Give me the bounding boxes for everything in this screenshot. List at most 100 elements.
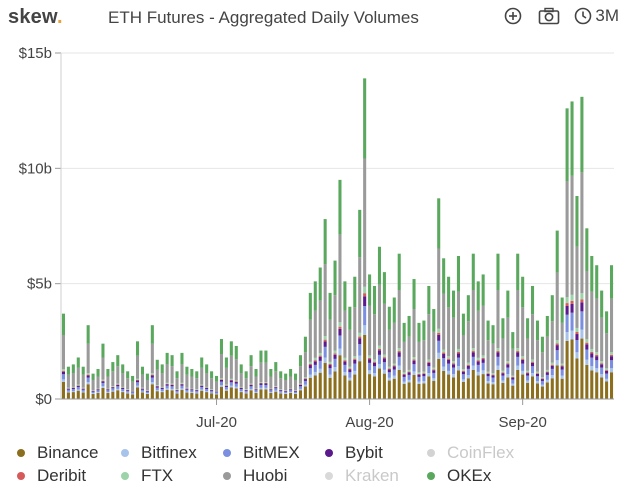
legend-item-bybit[interactable]: Bybit [325,443,383,463]
bar-segment-binance [136,387,140,399]
bar-segment-ftx [540,377,544,379]
bar-segment-bitmex [511,379,515,384]
bar-segment-bitmex [185,389,189,392]
bar-segment-huobi [254,376,258,389]
y-tick-label: $10b [19,160,52,177]
bar-segment-bybit [165,384,169,386]
bar-segment-binance [210,393,214,399]
logo-text: skew [8,6,57,28]
bar-segment-binance [348,380,352,399]
bar-segment-bybit [155,386,159,388]
bar-segment-deribit [501,372,505,374]
bar-segment-bitmex [570,312,574,331]
bar-segment-ftx [442,349,446,353]
legend-item-binance[interactable]: Binance [17,443,98,463]
bar-segment-bitmex [180,385,184,389]
bar-segment-binance [481,374,485,399]
time-range-button[interactable]: 3M [574,6,619,26]
bar-segment-ftx [116,383,120,385]
bar-segment-ftx [239,386,243,388]
legend-item-kraken[interactable]: Kraken [325,466,399,486]
bar-segment-bybit [382,358,386,363]
volume-chart: $0 $5b $10b $15b Jul-20 Aug-20 Sep-20 [19,45,614,431]
bar-segment-huobi [303,352,307,378]
bar-segment-binance [284,393,288,399]
bar-segment-huobi [565,181,569,298]
bar-segment-bitfinex [422,380,426,384]
legend-item-coinflex[interactable]: CoinFlex [427,443,514,463]
bar-segment-okex [61,313,65,335]
bar-segment-ftx [461,369,465,371]
legend-item-deribit[interactable]: Deribit [17,466,86,486]
bar-segment-bybit [244,390,248,391]
bar-segment-bitmex [215,392,219,394]
bar-segment-deribit [432,369,436,371]
bar-segment-bybit [531,362,535,367]
bar-segment-bitfinex [200,389,204,391]
bar-segment-deribit [402,373,406,375]
bar-segment-bitfinex [205,391,209,393]
bar-segment-deribit [605,370,609,371]
bar-segment-bitmex [121,388,125,392]
bar-segment-okex [175,371,179,379]
camera-icon [539,7,560,25]
bar-segment-ftx [140,387,144,389]
add-button[interactable] [504,7,522,25]
bar-segment-ftx [456,348,460,352]
bar-segment-deribit [456,351,460,354]
bar-segment-okex [496,253,500,291]
bar-segment-huobi [353,307,357,357]
bar-segment-binance [86,384,90,399]
bar-segment-bybit [318,356,322,361]
bar-segment-bybit [298,384,302,387]
bar-segment-bitmex [160,388,164,392]
bar-segment-binance [333,371,337,399]
bar-segment-huobi [229,355,233,379]
legend-item-huobi[interactable]: Huobi [223,466,287,486]
bar-segment-bitmex [170,386,174,389]
bar-segment-bybit [595,356,599,361]
bar-segment-huobi [190,376,194,389]
legend-item-ftx[interactable]: FTX [121,466,173,486]
x-tick-label: Aug-20 [345,414,393,431]
bar-segment-bitmex [76,386,80,390]
bar-segment-bitfinex [185,391,189,393]
bar-segment-huobi [313,310,317,358]
bar-segment-bybit [368,359,372,363]
legend-item-bitmex[interactable]: BitMEX [223,443,300,463]
bar-segment-okex [605,311,609,334]
bar-segment-bybit [377,350,381,355]
bar-segment-bybit [234,382,238,384]
bar-segment-bitfinex [397,365,401,370]
bar-segment-deribit [511,376,515,378]
bar-segment-bybit [61,371,65,375]
screenshot-button[interactable] [538,7,560,25]
skew-logo[interactable]: skew. [8,6,63,29]
y-tick-label: $15b [19,45,52,62]
bar-segment-okex [575,196,579,247]
legend-item-okex[interactable]: OKEx [427,466,491,486]
legend-item-bitfinex[interactable]: Bitfinex [121,443,197,463]
bar-segment-bitmex [284,391,288,394]
bar-segment-binance [501,382,505,399]
bar-segment-okex [66,366,70,375]
bar-segment-bybit [585,344,589,350]
bar-segment-bitmex [254,390,258,393]
bar-segment-bitfinex [343,371,347,376]
bar-segment-bybit [550,365,554,369]
bar-segment-huobi [521,307,525,357]
bar-segment-binance [407,382,411,399]
bar-segment-bitmex [501,375,505,381]
bar-segment-bybit [358,338,362,345]
bar-segment-bitmex [289,390,293,393]
bar-segment-okex [382,272,386,304]
bar-segment-bybit [565,306,569,315]
bar-segment-ftx [279,389,283,390]
bar-segment-bitmex [101,382,105,387]
bar-segment-binance [422,383,426,399]
bar-segment-binance [521,374,525,399]
bar-segment-binance [560,378,564,399]
bar-segment-huobi [274,371,278,387]
bar-segment-binance [126,393,130,399]
bar-segment-bitfinex [610,368,614,373]
